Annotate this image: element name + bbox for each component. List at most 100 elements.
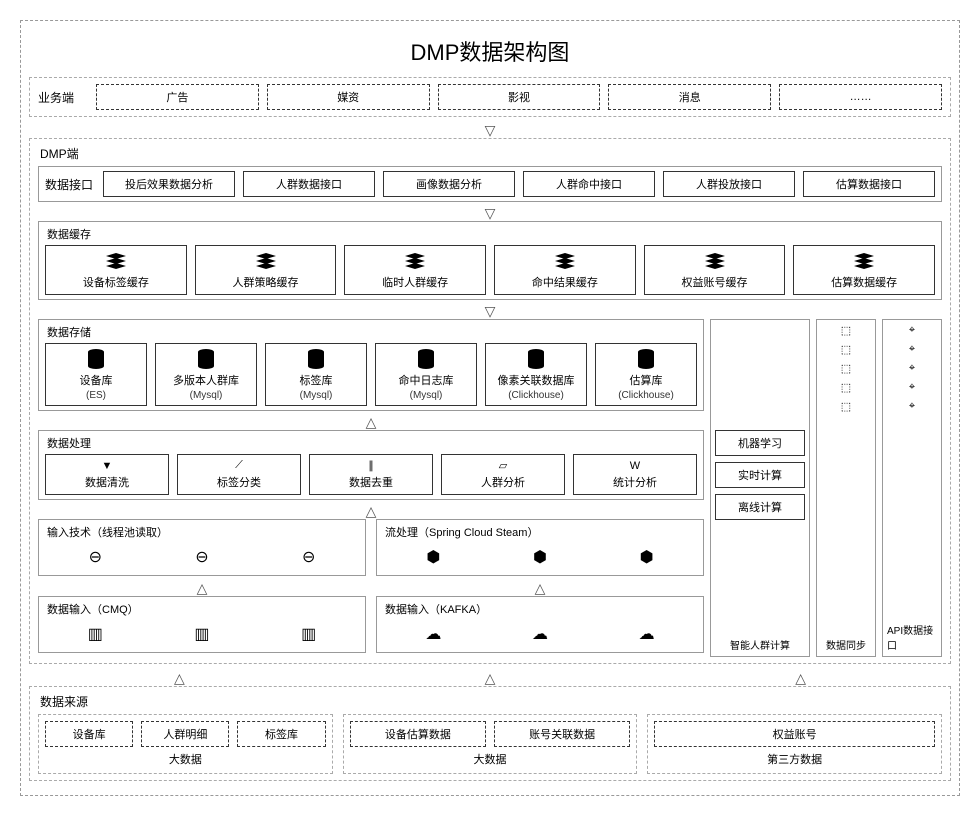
source-item: 设备库 [45,721,133,747]
cloud-icon: ☁ [425,624,441,644]
business-label: 业务端 [38,84,88,110]
cache-item: 命中结果缓存 [494,245,636,295]
arrow-icon: ▽ [38,304,942,318]
storage-item: 命中日志库(Mysql) [375,343,477,406]
architecture-diagram: DMP数据架构图 业务端 广告媒资影视消息…… ▽ DMP端 数据接口 投后效果… [20,20,960,796]
hex-icon: ⬢ [533,547,547,567]
diagram-title: DMP数据架构图 [29,29,951,77]
source-item: 人群明细 [141,721,229,747]
target-icon: ⌖ [909,400,915,413]
cache-item: 权益账号缓存 [644,245,786,295]
database-icon [412,348,440,370]
stack-icon [252,250,280,272]
stack-icon [850,250,878,272]
process-item: ⟋标签分类 [177,454,301,495]
business-section: 业务端 广告媒资影视消息…… [29,77,951,117]
cache-item: 人群策略缓存 [195,245,337,295]
api-label: 数据接口 [45,171,95,197]
target-icon: ⌖ [909,324,915,337]
arrow-icon: △ [650,671,951,685]
database-icon [82,348,110,370]
process-icon: W [630,460,640,472]
cloud-icon: ☁ [532,624,548,644]
stack-icon [401,250,429,272]
compute-item: 机器学习 [715,430,805,456]
kafka-label: 数据输入（KAFKA） [383,601,697,620]
database-icon [632,348,660,370]
api-item: 人群投放接口 [663,171,795,197]
database-icon [192,348,220,370]
storage-item: 估算库(Clickhouse) [595,343,697,406]
thread-icon: ⊖ [89,547,102,567]
arrow-icon: △ [376,581,704,595]
source-group: 设备库人群明细标签库大数据 [38,714,333,774]
database-icon [522,348,550,370]
api-item: 投后效果数据分析 [103,171,235,197]
queue-icon: ▥ [301,624,316,644]
process-icon: ⟋ [235,459,243,472]
business-item: 媒资 [267,84,430,110]
cache-item: 设备标签缓存 [45,245,187,295]
storage-item: 设备库(ES) [45,343,147,406]
cube-icon: ⬚ [841,381,851,394]
business-item: …… [779,84,942,110]
storage-item: 标签库(Mysql) [265,343,367,406]
api-item: 人群命中接口 [523,171,655,197]
smart-compute-column: 机器学习实时计算离线计算 智能人群计算 [710,319,810,657]
stack-icon [551,250,579,272]
process-icon: ▼ [102,460,113,472]
cloud-icon: ☁ [639,624,655,644]
source-group: 权益账号第三方数据 [647,714,942,774]
process-item: ∥数据去重 [309,454,433,495]
arrow-icon: △ [340,671,641,685]
business-item: 广告 [96,84,259,110]
arrow-icon: △ [38,415,704,429]
cube-icon: ⬚ [841,343,851,356]
source-item: 权益账号 [654,721,935,747]
cache-item: 临时人群缓存 [344,245,486,295]
dmp-label: DMP端 [38,145,942,166]
queue-icon: ▥ [194,624,209,644]
sync-column: ⬚ ⬚ ⬚ ⬚ ⬚ 数据同步 [816,319,876,657]
thread-icon: ⊖ [302,547,315,567]
api-item: 人群数据接口 [243,171,375,197]
stream-label: 流处理（Spring Cloud Steam） [383,524,697,543]
arrow-icon: ▽ [29,123,951,137]
sync-label: 数据同步 [826,637,866,652]
compute-item: 离线计算 [715,494,805,520]
kafka-layer: 数据输入（KAFKA） ☁ ☁ ☁ [376,596,704,653]
storage-item: 多版本人群库(Mysql) [155,343,257,406]
source-item: 账号关联数据 [494,721,630,747]
stream-layer: 流处理（Spring Cloud Steam） ⬢ ⬢ ⬢ [376,519,704,576]
api-item: 估算数据接口 [803,171,935,197]
target-icon: ⌖ [909,362,915,375]
business-item: 影视 [438,84,601,110]
dmp-left-column: 数据存储 设备库(ES)多版本人群库(Mysql)标签库(Mysql)命中日志库… [38,319,704,657]
api-col-label: API数据接口 [887,622,937,652]
cache-label: 数据缓存 [45,226,935,245]
stack-icon [701,250,729,272]
process-item: W统计分析 [573,454,697,495]
cube-icon: ⬚ [841,324,851,337]
target-icon: ⌖ [909,343,915,356]
process-item: ▱人群分析 [441,454,565,495]
thread-icon: ⊖ [195,547,208,567]
process-item: ▼数据清洗 [45,454,169,495]
api-item: 画像数据分析 [383,171,515,197]
cmq-label: 数据输入（CMQ） [45,601,359,620]
arrow-icon: △ [38,581,366,595]
arrow-icon: ▽ [38,206,942,220]
cube-icon: ⬚ [841,362,851,375]
storage-layer: 数据存储 设备库(ES)多版本人群库(Mysql)标签库(Mysql)命中日志库… [38,319,704,411]
source-group-title: 大数据 [45,751,326,767]
stack-icon [102,250,130,272]
source-group-title: 大数据 [350,751,631,767]
source-label: 数据来源 [38,693,942,714]
storage-label: 数据存储 [45,324,697,343]
process-layer: 数据处理 ▼数据清洗⟋标签分类∥数据去重▱人群分析W统计分析 [38,430,704,500]
input-tech-label: 输入技术（线程池读取） [45,524,359,543]
process-label: 数据处理 [45,435,697,454]
process-icon: ▱ [499,459,507,472]
process-icon: ∥ [368,459,374,472]
database-icon [302,348,330,370]
